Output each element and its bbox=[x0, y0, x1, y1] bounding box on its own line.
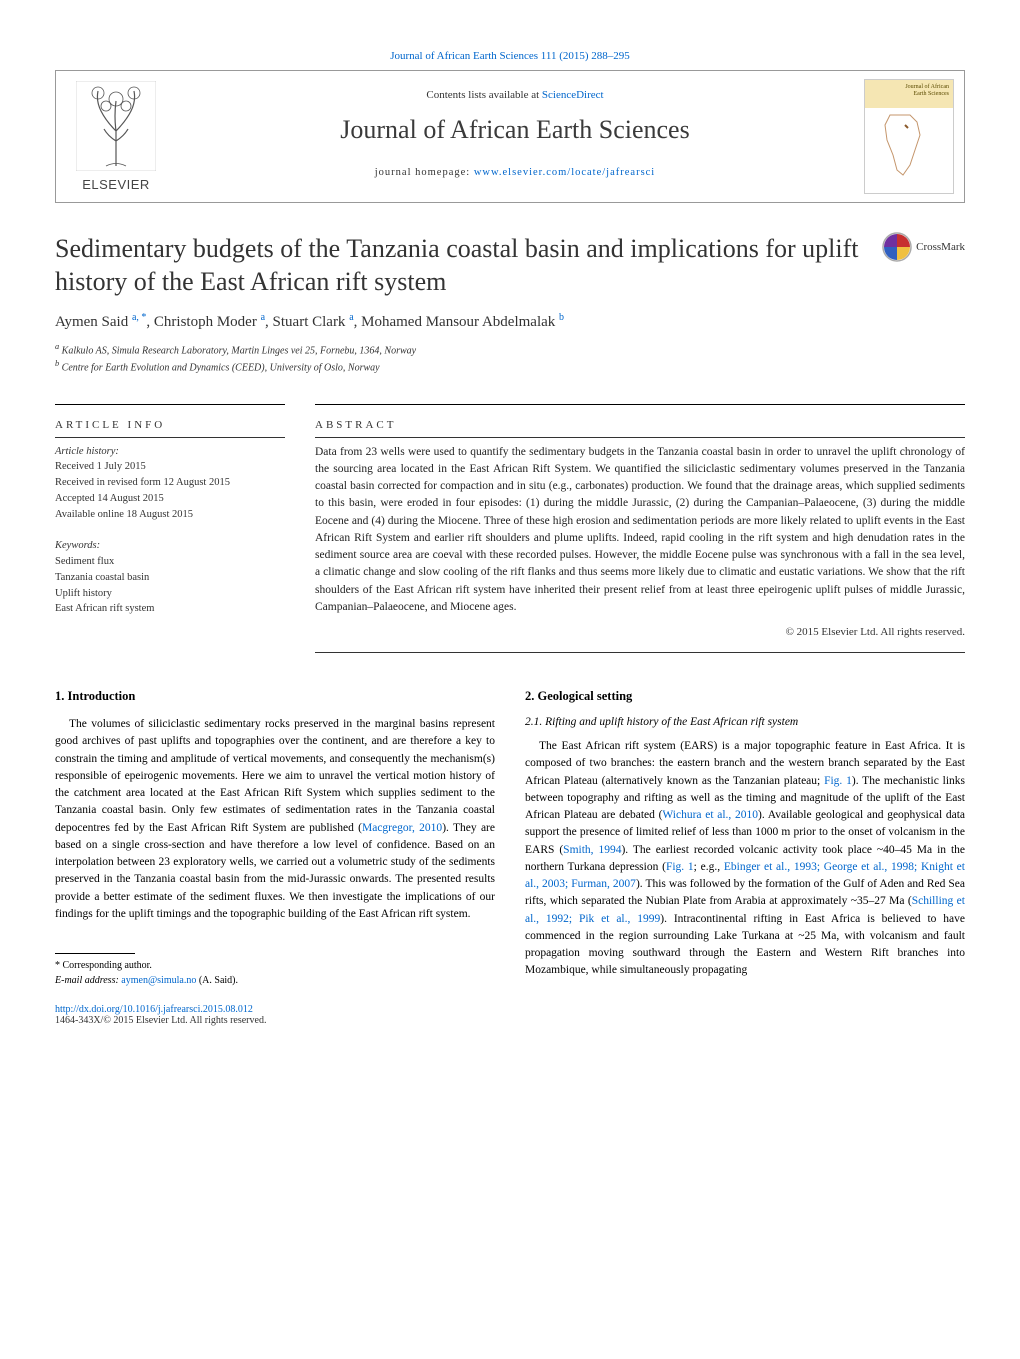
abstract-copyright: © 2015 Elsevier Ltd. All rights reserved… bbox=[315, 626, 965, 638]
geo-text-e: ; e.g., bbox=[694, 861, 724, 873]
africa-map-icon bbox=[875, 110, 935, 180]
geo-paragraph: The East African rift system (EARS) is a… bbox=[525, 738, 965, 980]
citation-macgregor[interactable]: Macgregor, 2010 bbox=[362, 822, 442, 834]
email-label: E-mail address: bbox=[55, 975, 121, 986]
elsevier-tree-logo bbox=[76, 81, 156, 171]
cover-title-text: Journal of African Earth Sciences bbox=[905, 84, 949, 97]
journal-cover-thumbnail: Journal of African Earth Sciences bbox=[864, 79, 954, 194]
fig1-ref-1[interactable]: Fig. 1 bbox=[824, 775, 852, 787]
divider bbox=[315, 652, 965, 653]
email-line: E-mail address: aymen@simula.no (A. Said… bbox=[55, 973, 495, 988]
corresponding-author-block: * Corresponding author. E-mail address: … bbox=[55, 953, 495, 988]
online-date: Available online 18 August 2015 bbox=[55, 507, 285, 523]
cover-thumbnail-container: Journal of African Earth Sciences bbox=[854, 71, 964, 202]
geo-setting-heading: 2. Geological setting bbox=[525, 689, 965, 704]
masthead: ELSEVIER Contents lists available at Sci… bbox=[55, 70, 965, 203]
affiliation-b: b Centre for Earth Evolution and Dynamic… bbox=[55, 358, 965, 375]
sciencedirect-link[interactable]: ScienceDirect bbox=[542, 89, 604, 101]
author-2-affil: a bbox=[261, 312, 265, 323]
author-list: Aymen Said a, *, Christoph Moder a, Stua… bbox=[55, 312, 965, 331]
keyword-4: East African rift system bbox=[55, 601, 285, 617]
publisher-name: ELSEVIER bbox=[82, 177, 150, 192]
author-2-sup: a bbox=[261, 312, 265, 323]
keyword-2: Tanzania coastal basin bbox=[55, 570, 285, 586]
crossmark-badge[interactable]: CrossMark bbox=[882, 232, 965, 262]
revised-date: Received in revised form 12 August 2015 bbox=[55, 475, 285, 491]
author-3-sup: a bbox=[349, 312, 353, 323]
article-title: Sedimentary budgets of the Tanzania coas… bbox=[55, 233, 965, 298]
received-date: Received 1 July 2015 bbox=[55, 459, 285, 475]
author-3-affil: a bbox=[349, 312, 353, 323]
affiliation-b-text: Centre for Earth Evolution and Dynamics … bbox=[62, 363, 380, 374]
footnote-divider bbox=[55, 953, 135, 954]
divider bbox=[55, 437, 285, 438]
intro-heading: 1. Introduction bbox=[55, 689, 495, 704]
keyword-3: Uplift history bbox=[55, 586, 285, 602]
homepage-url[interactable]: www.elsevier.com/locate/jafrearsci bbox=[474, 167, 655, 178]
keywords-label: Keywords: bbox=[55, 538, 285, 554]
journal-title: Journal of African Earth Sciences bbox=[186, 115, 844, 145]
divider bbox=[315, 404, 965, 405]
author-1-sup: a, * bbox=[132, 312, 146, 323]
citation-wichura[interactable]: Wichura et al., 2010 bbox=[662, 809, 758, 821]
page-container: Journal of African Earth Sciences 111 (2… bbox=[0, 0, 1020, 1076]
author-4: Mohamed Mansour Abdelmalak bbox=[361, 314, 555, 330]
journal-homepage-line: journal homepage: www.elsevier.com/locat… bbox=[186, 167, 844, 178]
intro-text-a: The volumes of siliciclastic sedimentary… bbox=[55, 718, 495, 834]
body-columns: 1. Introduction The volumes of silicicla… bbox=[55, 689, 965, 1026]
doi-block: http://dx.doi.org/10.1016/j.jafrearsci.2… bbox=[55, 1004, 495, 1026]
info-abstract-row: ARTICLE INFO Article history: Received 1… bbox=[55, 396, 965, 660]
issn-copyright: 1464-343X/© 2015 Elsevier Ltd. All right… bbox=[55, 1015, 495, 1026]
contents-text: Contents lists available at bbox=[426, 89, 541, 101]
affiliation-a: a Kalkulo AS, Simula Research Laboratory… bbox=[55, 341, 965, 358]
author-4-sup: b bbox=[559, 312, 564, 323]
masthead-center: Contents lists available at ScienceDirec… bbox=[176, 71, 854, 202]
intro-text-b: ). They are based on a single cross-sect… bbox=[55, 822, 495, 920]
left-column: 1. Introduction The volumes of silicicla… bbox=[55, 689, 495, 1026]
fig1-ref-2[interactable]: Fig. 1 bbox=[666, 861, 694, 873]
author-2: Christoph Moder bbox=[154, 314, 257, 330]
author-4-affil: b bbox=[559, 312, 564, 323]
affiliation-a-text: Kalkulo AS, Simula Research Laboratory, … bbox=[62, 345, 416, 356]
publisher-block: ELSEVIER bbox=[56, 71, 176, 202]
keywords-block: Keywords: Sediment flux Tanzania coastal… bbox=[55, 538, 285, 617]
author-3: Stuart Clark bbox=[273, 314, 346, 330]
right-column: 2. Geological setting 2.1. Rifting and u… bbox=[525, 689, 965, 1026]
doi-link[interactable]: http://dx.doi.org/10.1016/j.jafrearsci.2… bbox=[55, 1004, 495, 1015]
article-history-block: Article history: Received 1 July 2015 Re… bbox=[55, 444, 285, 523]
email-suffix: (A. Said). bbox=[196, 975, 238, 986]
history-label: Article history: bbox=[55, 444, 285, 460]
contents-available-line: Contents lists available at ScienceDirec… bbox=[186, 89, 844, 101]
journal-citation-line: Journal of African Earth Sciences 111 (2… bbox=[55, 50, 965, 62]
intro-paragraph: The volumes of siliciclastic sedimentary… bbox=[55, 716, 495, 923]
accepted-date: Accepted 14 August 2015 bbox=[55, 491, 285, 507]
affiliations-block: a Kalkulo AS, Simula Research Laboratory… bbox=[55, 341, 965, 376]
abstract-text: Data from 23 wells were used to quantify… bbox=[315, 444, 965, 617]
article-info-column: ARTICLE INFO Article history: Received 1… bbox=[55, 396, 285, 660]
divider bbox=[315, 437, 965, 438]
keyword-1: Sediment flux bbox=[55, 554, 285, 570]
article-info-heading: ARTICLE INFO bbox=[55, 419, 285, 431]
crossmark-icon bbox=[882, 232, 912, 262]
divider bbox=[55, 404, 285, 405]
abstract-column: ABSTRACT Data from 23 wells were used to… bbox=[315, 396, 965, 660]
author-email[interactable]: aymen@simula.no bbox=[121, 975, 196, 986]
abstract-heading: ABSTRACT bbox=[315, 419, 965, 431]
cover-line2: Earth Sciences bbox=[914, 91, 949, 97]
crossmark-label: CrossMark bbox=[916, 241, 965, 253]
author-1-affil: a, * bbox=[132, 312, 146, 323]
corresponding-label: * Corresponding author. bbox=[55, 958, 495, 973]
citation-smith[interactable]: Smith, 1994 bbox=[563, 844, 621, 856]
homepage-label: journal homepage: bbox=[375, 167, 474, 178]
cover-line1: Journal of African bbox=[905, 84, 949, 90]
author-1: Aymen Said bbox=[55, 314, 128, 330]
geo-subsection-heading: 2.1. Rifting and uplift history of the E… bbox=[525, 716, 965, 728]
